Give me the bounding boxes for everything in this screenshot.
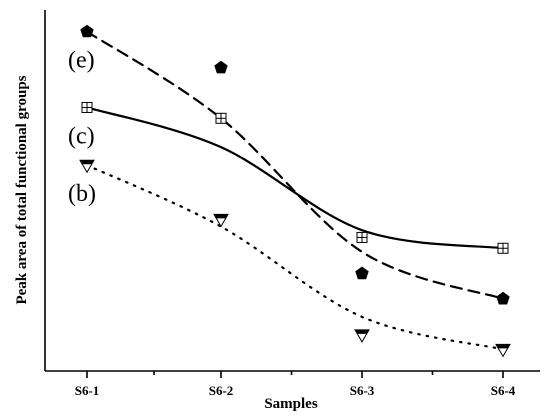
fit-curve <box>85 106 505 250</box>
square-marker <box>81 101 93 113</box>
fit-curve <box>85 164 505 351</box>
square-marker <box>215 112 227 124</box>
series-label: (b) <box>68 181 96 207</box>
x-tick-label: S6-2 <box>209 383 234 398</box>
triangle-marker-fill <box>355 329 369 334</box>
pentagon-marker <box>496 291 510 305</box>
series-labels: (e) (c) (b) <box>68 48 96 208</box>
axes <box>44 10 540 372</box>
x-tick-label: S6-1 <box>75 383 100 398</box>
triangle-marker-fill <box>80 160 94 165</box>
triangle-marker <box>213 213 229 228</box>
fit-curves <box>85 30 505 351</box>
triangle-marker <box>495 343 511 358</box>
fit-curve <box>85 30 505 300</box>
x-tick-label: S6-3 <box>350 383 375 398</box>
data-markers <box>79 24 511 358</box>
y-axis-title: Peak area of total functional groups <box>14 75 30 304</box>
pentagon-marker <box>355 266 369 280</box>
triangle-marker-fill <box>496 344 510 349</box>
series-label: (e) <box>68 48 95 74</box>
triangle-marker <box>79 159 95 174</box>
x-axis-title: Samples <box>264 396 318 412</box>
series-label: (c) <box>68 123 95 149</box>
pentagon-marker <box>80 24 94 38</box>
pentagon-marker <box>214 60 228 74</box>
square-marker <box>497 242 509 254</box>
triangle-marker-fill <box>214 214 228 219</box>
square-marker <box>356 231 368 243</box>
x-ticks: S6-1 S6-2 S6-3 S6-4 <box>75 371 516 398</box>
triangle-marker <box>354 329 370 343</box>
x-tick-label: S6-4 <box>491 383 516 398</box>
